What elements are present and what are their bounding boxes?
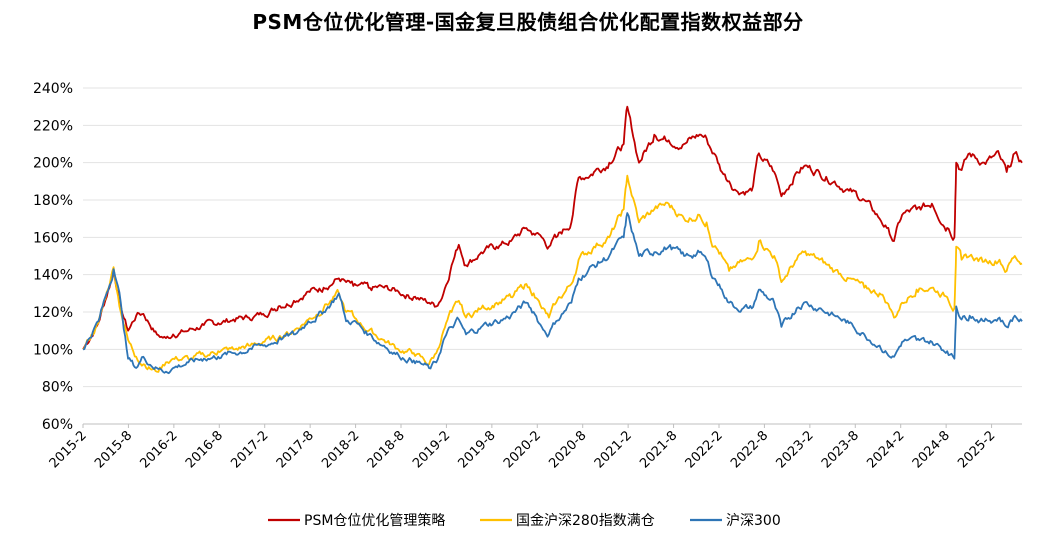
legend: PSM仓位优化管理策略 国金沪深280指数满仓 沪深300 (268, 512, 781, 529)
series-line (82, 212, 1023, 375)
gridlines (83, 87, 1022, 425)
legend-label: 沪深300 (726, 513, 781, 529)
x-tick-label: 2021-2 (592, 428, 635, 471)
y-tick-label: 120% (33, 305, 73, 321)
y-tick-label: 140% (33, 268, 73, 284)
y-tick-label: 80% (42, 380, 73, 396)
x-tick-label: 2024-8 (910, 428, 953, 471)
y-tick-label: 60% (42, 417, 73, 433)
series-line (82, 105, 1023, 350)
x-tick-label: 2015-8 (92, 428, 135, 471)
x-tick-label: 2023-2 (774, 428, 817, 471)
y-tick-label: 160% (33, 230, 73, 246)
x-tick-label: 2018-8 (365, 428, 408, 471)
x-tick-label: 2017-8 (274, 428, 317, 471)
y-tick-label: 100% (33, 342, 73, 358)
x-tick-label: 2016-8 (183, 428, 226, 471)
x-tick-label: 2023-8 (819, 428, 862, 471)
chart-title: PSM仓位优化管理-国金复旦股债组合优化配置指数权益部分 (252, 10, 804, 34)
x-tick-label: 2016-2 (138, 428, 181, 471)
x-tick-label: 2020-2 (501, 428, 544, 471)
x-tick-label: 2022-8 (728, 428, 771, 471)
x-tick-label: 2018-2 (319, 428, 362, 471)
series-lines (82, 105, 1023, 375)
series-line (82, 174, 1023, 373)
y-axis-ticks: 60% 80% 100% 120% 140% 160% 180% 200% 220% 240% (33, 81, 73, 433)
x-tick-label: 2024-2 (864, 428, 907, 471)
x-tick-label: 2019-8 (456, 428, 499, 471)
x-tick-label: 2025-2 (955, 428, 998, 471)
y-tick-label: 240% (33, 81, 73, 97)
legend-label: 国金沪深280指数满仓 (516, 513, 655, 529)
x-tick-label: 2021-8 (637, 428, 680, 471)
x-tick-label: 2020-8 (546, 428, 589, 471)
y-tick-label: 200% (33, 156, 73, 172)
y-tick-label: 220% (33, 118, 73, 134)
x-axis-ticks: 2015-2 2015-8 2016-2 2016-8 2017-2 2017-8 2018… (47, 424, 998, 471)
legend-label: PSM仓位优化管理策略 (304, 512, 445, 529)
x-tick-label: 2022-2 (683, 428, 726, 471)
x-tick-label: 2019-2 (410, 428, 453, 471)
y-tick-label: 180% (33, 193, 73, 209)
x-tick-label: 2017-2 (228, 428, 271, 471)
x-tick-label: 2015-2 (47, 428, 90, 471)
